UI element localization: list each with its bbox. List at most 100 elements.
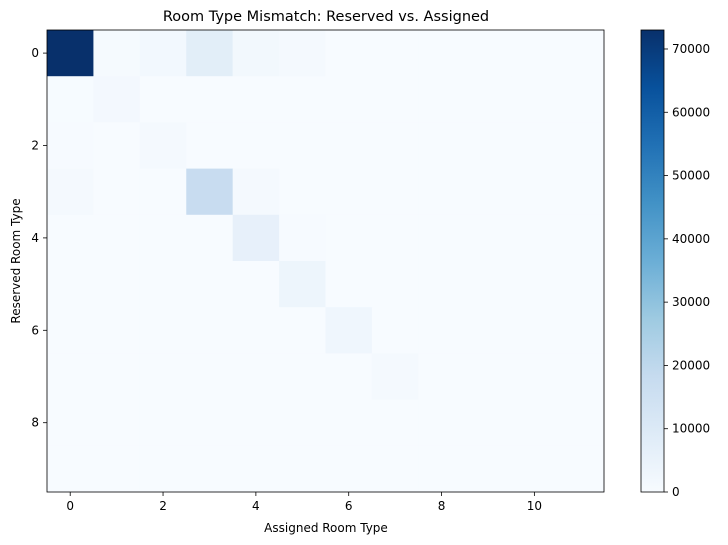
heatmap-cell bbox=[279, 261, 326, 308]
colorbar-tick-label: 0 bbox=[672, 485, 680, 499]
heatmap-cell bbox=[371, 307, 419, 354]
heatmap-cell bbox=[47, 168, 94, 216]
heatmap-cell bbox=[557, 122, 605, 170]
heatmap-cell bbox=[325, 214, 373, 262]
heatmap-cell bbox=[557, 445, 605, 493]
heatmap-cell bbox=[232, 445, 280, 493]
y-tick-label: 6 bbox=[31, 323, 39, 337]
heatmap-cell bbox=[232, 30, 280, 77]
heatmap-cell bbox=[279, 445, 326, 493]
heatmap-cell bbox=[139, 399, 187, 447]
heatmap-cell bbox=[464, 214, 512, 262]
heatmap-cell bbox=[47, 445, 94, 493]
heatmap-cell bbox=[511, 399, 559, 447]
heatmap-cell bbox=[511, 122, 559, 170]
heatmap-cell bbox=[93, 307, 141, 354]
y-axis-label: Reserved Room Type bbox=[9, 198, 23, 323]
heatmap-cell bbox=[464, 445, 512, 493]
heatmap-cell bbox=[418, 122, 466, 170]
heatmap-cell bbox=[279, 30, 326, 77]
heatmap-cell bbox=[371, 353, 419, 401]
heatmap-cell bbox=[139, 214, 187, 262]
heatmap-cell bbox=[186, 261, 234, 308]
heatmap-cell bbox=[557, 30, 605, 77]
heatmap-cell bbox=[511, 307, 559, 354]
heatmap-cell bbox=[139, 445, 187, 493]
heatmap-cell bbox=[232, 76, 280, 123]
colorbar-tick-label: 40000 bbox=[672, 232, 710, 246]
heatmap-cell bbox=[139, 30, 187, 77]
heatmap-cell bbox=[47, 399, 94, 447]
heatmap-cell bbox=[325, 122, 373, 170]
heatmap-cell bbox=[186, 168, 234, 216]
heatmap-cell bbox=[93, 445, 141, 493]
heatmap-cell bbox=[232, 353, 280, 401]
heatmap-cell bbox=[139, 76, 187, 123]
heatmap-cell bbox=[464, 122, 512, 170]
heatmap-cell bbox=[232, 168, 280, 216]
y-tick-label: 0 bbox=[31, 46, 39, 60]
heatmap-cell bbox=[93, 214, 141, 262]
heatmap-cell bbox=[186, 76, 234, 123]
colorbar-tick-label: 70000 bbox=[672, 42, 710, 56]
heatmap-cell bbox=[139, 122, 187, 170]
heatmap-cell bbox=[232, 399, 280, 447]
x-tick-label: 4 bbox=[252, 499, 260, 513]
heatmap-cell bbox=[557, 76, 605, 123]
heatmap-cells bbox=[47, 30, 605, 493]
heatmap-cell bbox=[511, 261, 559, 308]
colorbar-ticks: 0 10000 20000 30000 40000 50000 60000 70000 bbox=[664, 42, 710, 499]
heatmap-cell bbox=[232, 122, 280, 170]
x-tick-label: 6 bbox=[345, 499, 353, 513]
heatmap-cell bbox=[418, 76, 466, 123]
heatmap-cell bbox=[325, 30, 373, 77]
heatmap-cell bbox=[47, 76, 94, 123]
heatmap-cell bbox=[371, 261, 419, 308]
heatmap-cell bbox=[279, 307, 326, 354]
heatmap-cell bbox=[279, 353, 326, 401]
plot-frame bbox=[46, 29, 605, 493]
x-tick-label: 0 bbox=[66, 499, 74, 513]
heatmap-cell bbox=[232, 214, 280, 262]
heatmap-cell bbox=[371, 214, 419, 262]
heatmap-cell bbox=[47, 261, 94, 308]
heatmap-cell bbox=[418, 353, 466, 401]
heatmap-cell bbox=[232, 307, 280, 354]
heatmap-cell bbox=[418, 399, 466, 447]
colorbar-tick-label: 20000 bbox=[672, 358, 710, 372]
heatmap-cell bbox=[511, 30, 559, 77]
heatmap-cell bbox=[186, 214, 234, 262]
heatmap-cell bbox=[47, 307, 94, 354]
heatmap-cell bbox=[232, 261, 280, 308]
heatmap-cell bbox=[511, 445, 559, 493]
y-tick-label: 4 bbox=[31, 231, 39, 245]
heatmap-cell bbox=[557, 399, 605, 447]
heatmap-cell bbox=[186, 353, 234, 401]
heatmap-cell bbox=[464, 307, 512, 354]
heatmap-cell bbox=[186, 307, 234, 354]
heatmap-cell bbox=[464, 261, 512, 308]
heatmap-cell bbox=[186, 399, 234, 447]
colorbar-tick-label: 10000 bbox=[672, 422, 710, 436]
heatmap-cell bbox=[371, 30, 419, 77]
heatmap-cell bbox=[93, 399, 141, 447]
heatmap-cell bbox=[371, 122, 419, 170]
heatmap-cell bbox=[186, 30, 234, 77]
colorbar bbox=[640, 29, 665, 493]
y-tick-label: 8 bbox=[31, 416, 39, 430]
heatmap-cell bbox=[464, 76, 512, 123]
heatmap-cell bbox=[139, 261, 187, 308]
colorbar-tick-label: 60000 bbox=[672, 105, 710, 119]
heatmap-cell bbox=[93, 30, 141, 77]
x-axis-ticks: 0 2 4 6 8 10 bbox=[66, 492, 542, 513]
heatmap-cell bbox=[93, 353, 141, 401]
heatmap-cell bbox=[371, 445, 419, 493]
heatmap-cell bbox=[464, 399, 512, 447]
heatmap-cell bbox=[557, 214, 605, 262]
x-axis-label: Assigned Room Type bbox=[264, 521, 388, 535]
heatmap-cell bbox=[139, 168, 187, 216]
heatmap-cell bbox=[511, 353, 559, 401]
heatmap-cell bbox=[93, 168, 141, 216]
heatmap-cell bbox=[511, 168, 559, 216]
heatmap-cell bbox=[93, 76, 141, 123]
